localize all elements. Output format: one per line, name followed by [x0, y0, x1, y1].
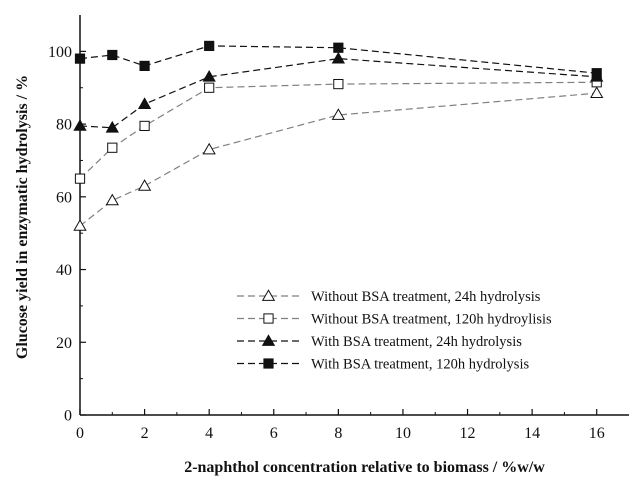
legend-marker: [261, 334, 276, 346]
data-point: [331, 51, 346, 64]
x-tick-label: 16: [589, 425, 605, 442]
series-line-3: [79, 58, 597, 129]
y-tick-label: 60: [56, 189, 72, 206]
legend-label: Without BSA treatment, 120h hydroylisis: [311, 312, 552, 328]
y-tick-label: 100: [48, 44, 72, 61]
legend-marker: [263, 313, 274, 324]
legend-marker: [261, 289, 276, 301]
x-tick-label: 8: [334, 425, 342, 442]
data-point: [73, 219, 87, 231]
data-point: [107, 142, 118, 153]
legend-label: With BSA treatment, 120h hydrolysis: [311, 357, 529, 373]
data-point: [331, 108, 346, 120]
x-tick-label: 14: [524, 425, 540, 442]
series-lines: [79, 45, 597, 227]
legend-marker: [263, 358, 274, 369]
y-tick-label: 40: [56, 262, 72, 279]
data-point: [139, 60, 150, 72]
data-point: [73, 119, 87, 131]
x-tick-label: 4: [205, 425, 213, 442]
y-axis-title: Glucose yield in enzymatic hydrolysis / …: [14, 75, 31, 359]
x-tick-label: 2: [141, 425, 149, 442]
series-line-4: [79, 45, 597, 74]
x-axis-title: 2-naphthol concentration relative to bio…: [184, 459, 545, 476]
data-point: [137, 179, 152, 191]
data-point: [591, 68, 602, 79]
legend-label: With BSA treatment, 24h hydrolysis: [311, 334, 522, 350]
x-tick-label: 12: [460, 425, 476, 442]
data-point: [105, 120, 119, 133]
y-tick-label: 0: [64, 408, 72, 425]
data-point: [333, 78, 344, 90]
data-point: [137, 97, 152, 109]
data-point: [139, 120, 150, 132]
axis-ticks: 0 20 40 60 80 100 0 2 4 6 8 10 12 14 16: [48, 44, 605, 442]
legend: Without BSA treatment, 24h hydrolysis Wit…: [237, 289, 552, 373]
data-point: [74, 173, 86, 184]
data-point: [202, 70, 216, 82]
x-tick-label: 6: [270, 425, 278, 442]
data-point: [74, 53, 86, 64]
x-tick-label: 0: [76, 425, 84, 442]
data-point: [202, 142, 216, 155]
data-point: [333, 42, 344, 53]
series-line-2: [79, 81, 597, 180]
data-point: [204, 82, 215, 93]
legend-label: Without BSA treatment, 24h hydrolysis: [311, 289, 541, 305]
series-markers: [73, 40, 604, 231]
data-point: [105, 193, 119, 206]
y-tick-label: 80: [56, 117, 72, 134]
data-point: [590, 86, 604, 99]
axes: [79, 15, 629, 416]
data-point: [107, 49, 118, 61]
x-tick-label: 10: [395, 425, 411, 442]
data-point: [204, 40, 215, 52]
y-tick-label: 20: [56, 335, 72, 352]
